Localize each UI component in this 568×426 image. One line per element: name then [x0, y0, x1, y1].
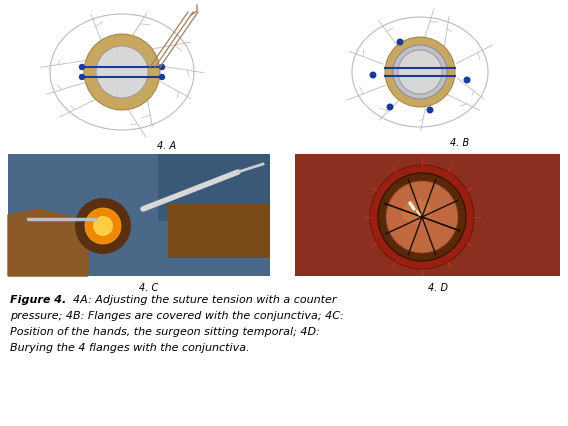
- Text: pressure; 4B: Flanges are covered with the conjunctiva; 4C:: pressure; 4B: Flanges are covered with t…: [10, 310, 344, 320]
- Text: Figure 4.: Figure 4.: [10, 294, 66, 304]
- Circle shape: [386, 181, 458, 253]
- Bar: [8, 155, 270, 276]
- Circle shape: [393, 46, 447, 100]
- Circle shape: [427, 108, 433, 114]
- Ellipse shape: [50, 15, 194, 131]
- Circle shape: [80, 65, 85, 70]
- Text: 4. D: 4. D: [428, 282, 448, 292]
- Ellipse shape: [402, 200, 432, 225]
- Polygon shape: [8, 210, 88, 276]
- Circle shape: [378, 173, 466, 262]
- Text: Burying the 4 flanges with the conjunctiva.: Burying the 4 flanges with the conjuncti…: [10, 342, 249, 352]
- Text: 4. B: 4. B: [450, 138, 470, 148]
- Bar: [168, 203, 270, 258]
- Circle shape: [385, 38, 455, 108]
- Text: 4. C: 4. C: [139, 282, 158, 292]
- Circle shape: [84, 35, 160, 111]
- Circle shape: [80, 75, 85, 81]
- Circle shape: [464, 78, 470, 83]
- Text: Position of the hands, the surgeon sitting temporal; 4D:: Position of the hands, the surgeon sitti…: [10, 326, 320, 336]
- Circle shape: [96, 47, 148, 99]
- Circle shape: [160, 65, 165, 70]
- Circle shape: [370, 73, 376, 79]
- Text: 4. A: 4. A: [157, 141, 177, 151]
- Circle shape: [85, 208, 121, 245]
- Circle shape: [398, 51, 442, 95]
- Circle shape: [160, 75, 165, 81]
- Circle shape: [93, 216, 113, 236]
- Circle shape: [387, 105, 393, 110]
- Circle shape: [397, 40, 403, 46]
- Bar: [158, 155, 270, 222]
- Circle shape: [75, 199, 131, 254]
- Text: 4A: Adjusting the suture tension with a counter: 4A: Adjusting the suture tension with a …: [73, 294, 336, 304]
- Ellipse shape: [352, 18, 488, 128]
- Bar: [295, 155, 560, 276]
- Circle shape: [370, 166, 474, 269]
